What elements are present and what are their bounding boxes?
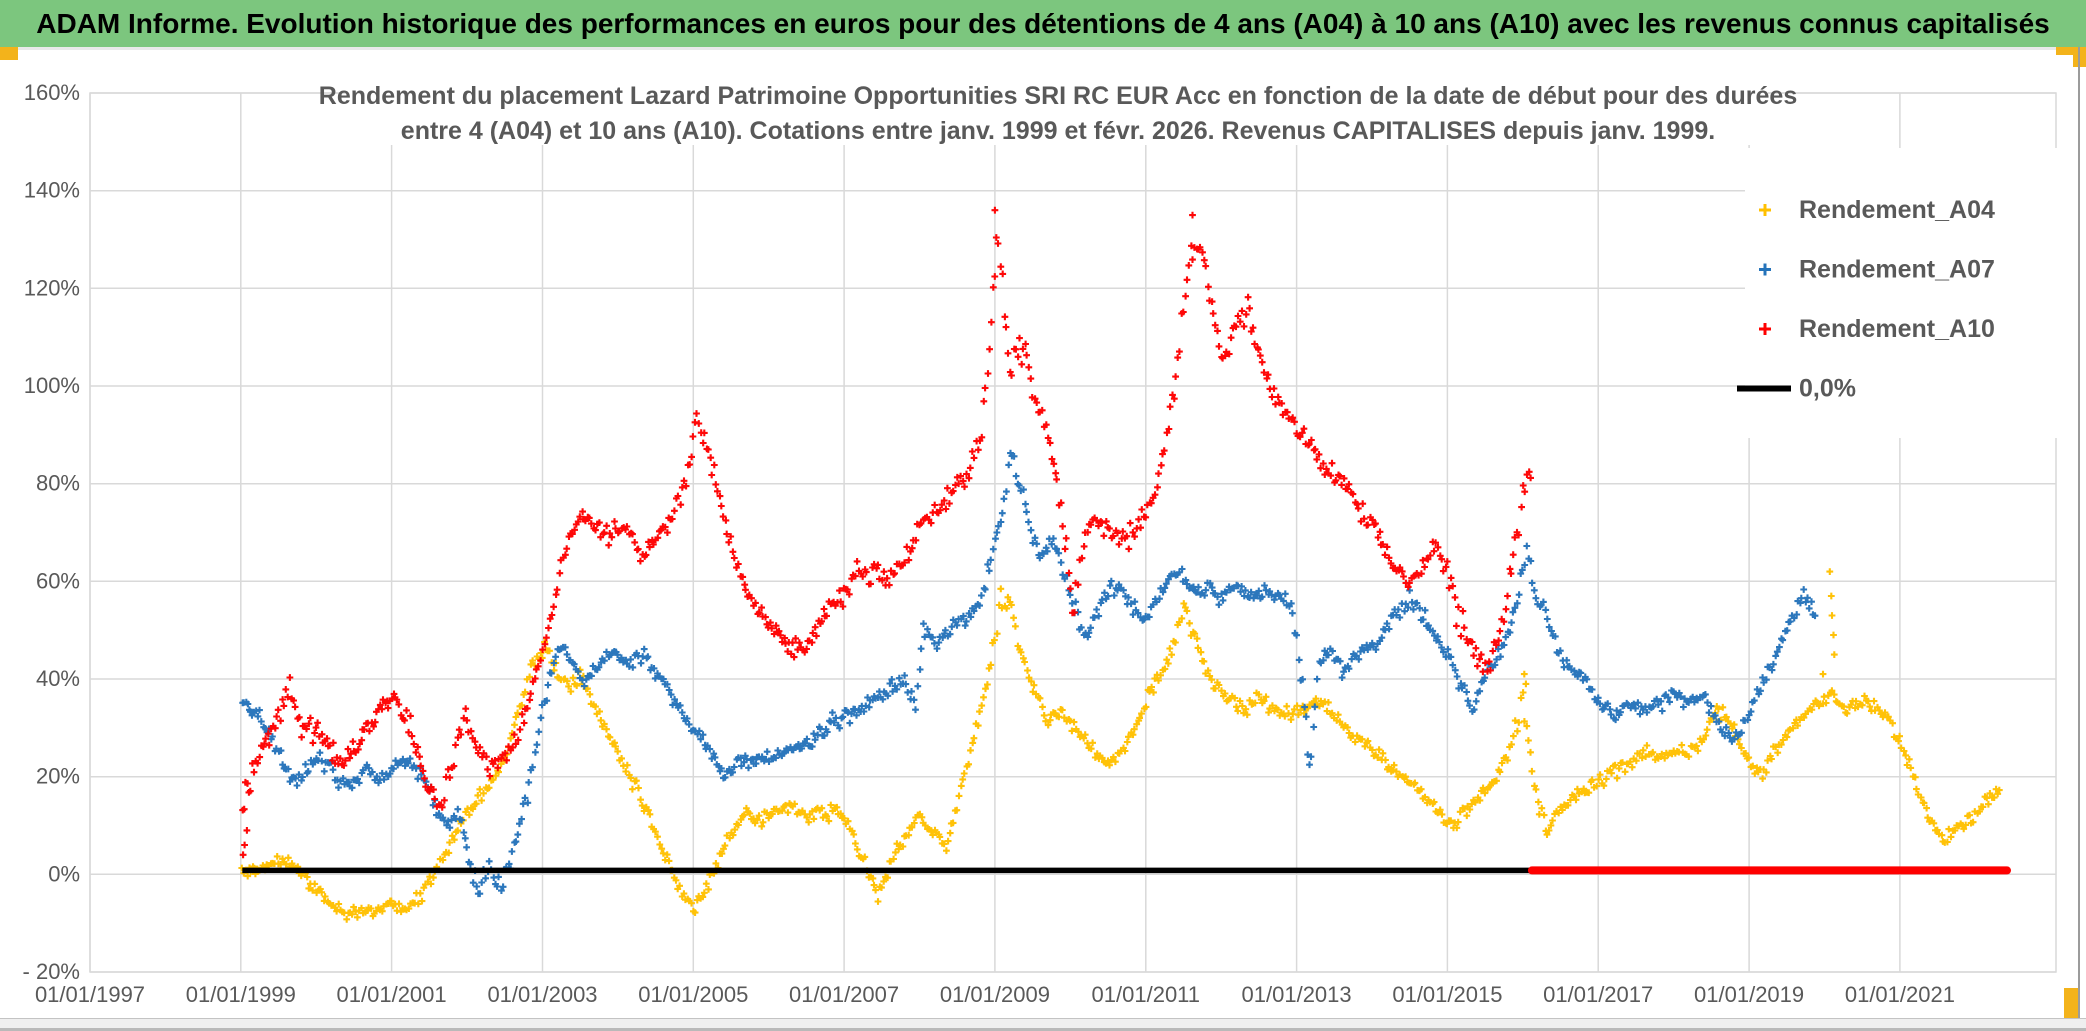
y-tick-label: 40% (36, 666, 80, 691)
legend-label: Rendement_A07 (1799, 256, 1995, 284)
page-title: ADAM Informe. Evolution historique des p… (36, 7, 2050, 39)
y-tick-label: 140% (24, 178, 80, 203)
y-tick-label: 80% (36, 471, 80, 496)
selection-handle-bottom-right (2064, 988, 2080, 1022)
legend-label: Rendement_A10 (1799, 315, 1995, 343)
legend-marker-plus-icon (1759, 263, 1771, 276)
bottom-scrollbar-track[interactable] (0, 1018, 2086, 1031)
y-tick-label: 20% (36, 764, 80, 789)
y-tick-label: 120% (24, 275, 80, 300)
chart-canvas: 160%140%120%100%80%60%40%20%0%- 20%01/01… (23, 71, 2077, 1007)
series-Rendement_A04 (238, 568, 2003, 923)
x-tick-label: 01/01/1997 (35, 982, 145, 1007)
x-tick-label: 01/01/1999 (186, 982, 296, 1007)
window-right-border (2078, 47, 2080, 1031)
legend-label: 0,0% (1799, 375, 1856, 403)
x-tick-label: 01/01/2017 (1543, 982, 1653, 1007)
x-tick-label: 01/01/2005 (638, 982, 748, 1007)
chart-title-line: Rendement du placement Lazard Patrimoine… (319, 82, 1797, 110)
x-axis: 01/01/1997 01/01/1999 01/01/2001 01/01/2003… (35, 982, 1955, 1007)
performance-chart: 160% 140% 120% 100% 80% 60% 40% 20% 0% - 20% 01/01… (0, 53, 2086, 1015)
x-tick-label: 01/01/2015 (1392, 982, 1502, 1007)
y-tick-label: 100% (24, 373, 80, 398)
x-tick-label: 01/01/2003 (487, 982, 597, 1007)
series-Rendement_A07 (239, 449, 1819, 898)
y-axis: 160% 140% 120% 100% 80% 60% 40% 20% 0% - 20% (23, 80, 80, 984)
series-Rendement_A10 (239, 206, 1534, 859)
legend-marker-plus-icon (1759, 204, 1771, 216)
y-tick-label: - 20% (23, 959, 80, 984)
x-tick-label: 01/01/2013 (1242, 982, 1352, 1007)
title-backdrop (348, 71, 1768, 145)
legend: Rendement_A04 Rendement_A07 Rendement_A10 0… (1737, 148, 2077, 438)
x-tick-label: 01/01/2001 (337, 982, 447, 1007)
legend-label: Rendement_A04 (1799, 196, 1995, 224)
chart-title: Rendement du placement Lazard Patrimoine… (319, 82, 1797, 145)
x-tick-label: 01/01/2011 (1092, 982, 1200, 1007)
y-tick-label: 160% (24, 80, 80, 105)
x-tick-label: 01/01/2009 (940, 982, 1050, 1007)
legend-marker-plus-icon (1759, 323, 1771, 335)
y-tick-label: 0% (48, 861, 80, 886)
x-tick-label: 01/01/2021 (1845, 982, 1955, 1007)
selection-handle-left (0, 47, 18, 60)
bottom-scrollbar-thumb[interactable] (0, 1028, 2086, 1031)
chart-title-line: entre 4 (A04) et 10 ans (A10). Cotations… (401, 117, 1715, 145)
series-layer (238, 206, 2011, 923)
legend-box (1745, 148, 2077, 438)
header-title-bar: ADAM Informe. Evolution historique des p… (0, 0, 2086, 50)
x-tick-label: 01/01/2007 (789, 982, 899, 1007)
y-tick-label: 60% (36, 568, 80, 593)
x-tick-label: 01/01/2019 (1694, 982, 1804, 1007)
selection-handle-top-right-h (2056, 47, 2086, 55)
